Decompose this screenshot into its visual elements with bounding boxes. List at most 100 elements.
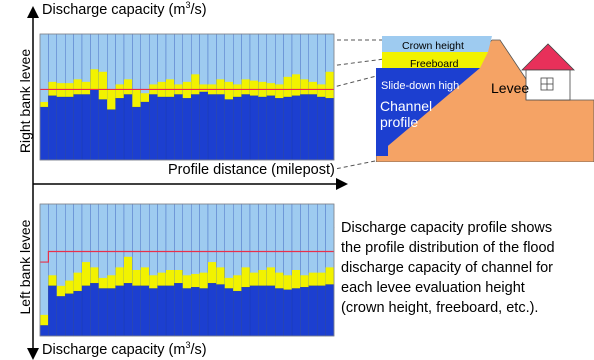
- slide-down-bar: [132, 285, 141, 337]
- slide-down-bar: [207, 283, 217, 337]
- slide-down-bar: [107, 109, 116, 161]
- slide-down-bar: [165, 285, 175, 337]
- slide-down-bar: [56, 296, 66, 337]
- slide-down-bar: [132, 106, 141, 161]
- slide-down-bar: [216, 94, 225, 161]
- slide-down-bar: [300, 94, 309, 161]
- top-axis-label: Discharge capacity (m: [42, 1, 186, 18]
- crown-height-label: Crown height: [402, 40, 464, 52]
- bottom-axis-title: Discharge capacity (m3/s): [42, 340, 207, 358]
- callout-line-3: [329, 71, 393, 89]
- slide-down-bar: [149, 94, 158, 161]
- slide-down-bar: [123, 94, 133, 161]
- slide-down-bar: [81, 285, 91, 337]
- top-axis-sup: 3: [185, 0, 191, 10]
- slide-down-bar: [48, 285, 57, 337]
- slide-down-bar: [224, 99, 234, 161]
- slide-down-bar: [149, 288, 158, 337]
- slide-down-bar: [140, 285, 150, 337]
- reference-line: [40, 250, 334, 263]
- freeboard-band: [382, 52, 488, 68]
- top-axis-title: Discharge capacity (m3/s): [42, 0, 207, 18]
- crown-height-band: [382, 36, 492, 52]
- slide-down-bar: [73, 290, 83, 337]
- slide-down-bar: [283, 289, 293, 337]
- description-line-5: (crown height, freeboard, etc.).: [341, 300, 539, 316]
- left-bank-chart-frame: [39, 203, 335, 337]
- slide-down-bar: [157, 96, 167, 161]
- slide-down-bar: [266, 95, 276, 161]
- slide-down-bar: [39, 325, 49, 337]
- callout-line-2: [329, 57, 393, 67]
- description-line-4: each levee evaluation height: [341, 280, 525, 296]
- slide-down-bar: [291, 95, 301, 161]
- slide-down-bar: [191, 94, 200, 161]
- channel-left-column: [376, 68, 388, 156]
- slide-down-bar: [98, 288, 108, 337]
- slide-down-bar: [140, 101, 150, 161]
- slide-down-bar: [216, 284, 225, 337]
- slide-down-bar: [291, 288, 301, 337]
- slide-down-bar: [199, 288, 209, 337]
- slide-down-bar: [191, 287, 200, 337]
- slide-down-bar: [39, 106, 49, 161]
- slide-down-bar: [182, 288, 192, 337]
- left-bank-chart: [39, 203, 335, 337]
- slide-down-bar: [224, 288, 234, 337]
- slide-down-bar: [283, 96, 293, 161]
- slide-down-bar: [258, 96, 267, 161]
- channel-profile-area: [376, 68, 480, 156]
- profile-distance-label: Profile distance (milepost): [166, 162, 337, 178]
- slide-down-bar: [73, 94, 83, 161]
- description-line-1: Discharge capacity profile shows: [341, 220, 553, 236]
- callout-line-4: [329, 159, 381, 171]
- slide-down-bar: [207, 94, 217, 161]
- slide-down-bar: [174, 94, 183, 161]
- slide-down-bar: [325, 98, 335, 161]
- slide-down-bar: [90, 89, 99, 161]
- slide-down-bar: [258, 285, 267, 337]
- slide-down-bar: [90, 283, 99, 337]
- slide-down-bar: [107, 288, 116, 337]
- slide-down-bar: [81, 94, 91, 161]
- slide-down-bar: [115, 285, 125, 337]
- slide-down-bar: [300, 287, 309, 337]
- levee-diagram: [376, 36, 594, 162]
- bottom-axis-sup: 3: [185, 340, 191, 350]
- levee-label: Levee: [491, 80, 530, 96]
- bottom-axis-label: Discharge capacity (m: [42, 341, 186, 358]
- house-icon: [521, 43, 575, 101]
- description-paragraph: Discharge capacity profile shows the pro…: [341, 218, 593, 318]
- right-bank-chart: [39, 33, 335, 161]
- slide-down-bar: [266, 285, 276, 337]
- slide-down-bar: [308, 94, 318, 161]
- slide-down-bar: [123, 283, 133, 337]
- bottom-axis-close: /s): [190, 341, 207, 358]
- right-bank-chart-frame: [39, 33, 335, 161]
- description-line-3: discharge capacity of channel for: [341, 260, 553, 276]
- slide-down-bar: [233, 96, 242, 161]
- slide-down-bar: [233, 290, 242, 337]
- slide-down-bar: [65, 293, 74, 337]
- slide-down-bar: [199, 91, 209, 161]
- slide-down-bar: [165, 96, 175, 161]
- slide-down-bar: [308, 285, 318, 337]
- slide-down-bar: [241, 94, 251, 161]
- slide-down-bar: [182, 98, 192, 161]
- slide-down-bar: [317, 285, 326, 337]
- slide-down-bar: [325, 284, 335, 337]
- channel-profile-label-1: Channel: [380, 98, 433, 114]
- slide-down-bar: [275, 288, 284, 337]
- slide-down-bar: [98, 99, 108, 161]
- slide-down-bar: [48, 95, 57, 161]
- channel-profile-label-2: profile: [380, 114, 419, 130]
- slide-down-bar: [249, 285, 259, 337]
- slide-down-bar: [249, 95, 259, 161]
- description-line-2: the profile distribution of the flood: [341, 240, 555, 256]
- slide-down-bar: [65, 96, 74, 161]
- slide-down-bar: [241, 287, 251, 337]
- slide-down-bar: [275, 98, 284, 161]
- slide-down-bar: [157, 285, 167, 337]
- slide-down-bar: [115, 98, 125, 161]
